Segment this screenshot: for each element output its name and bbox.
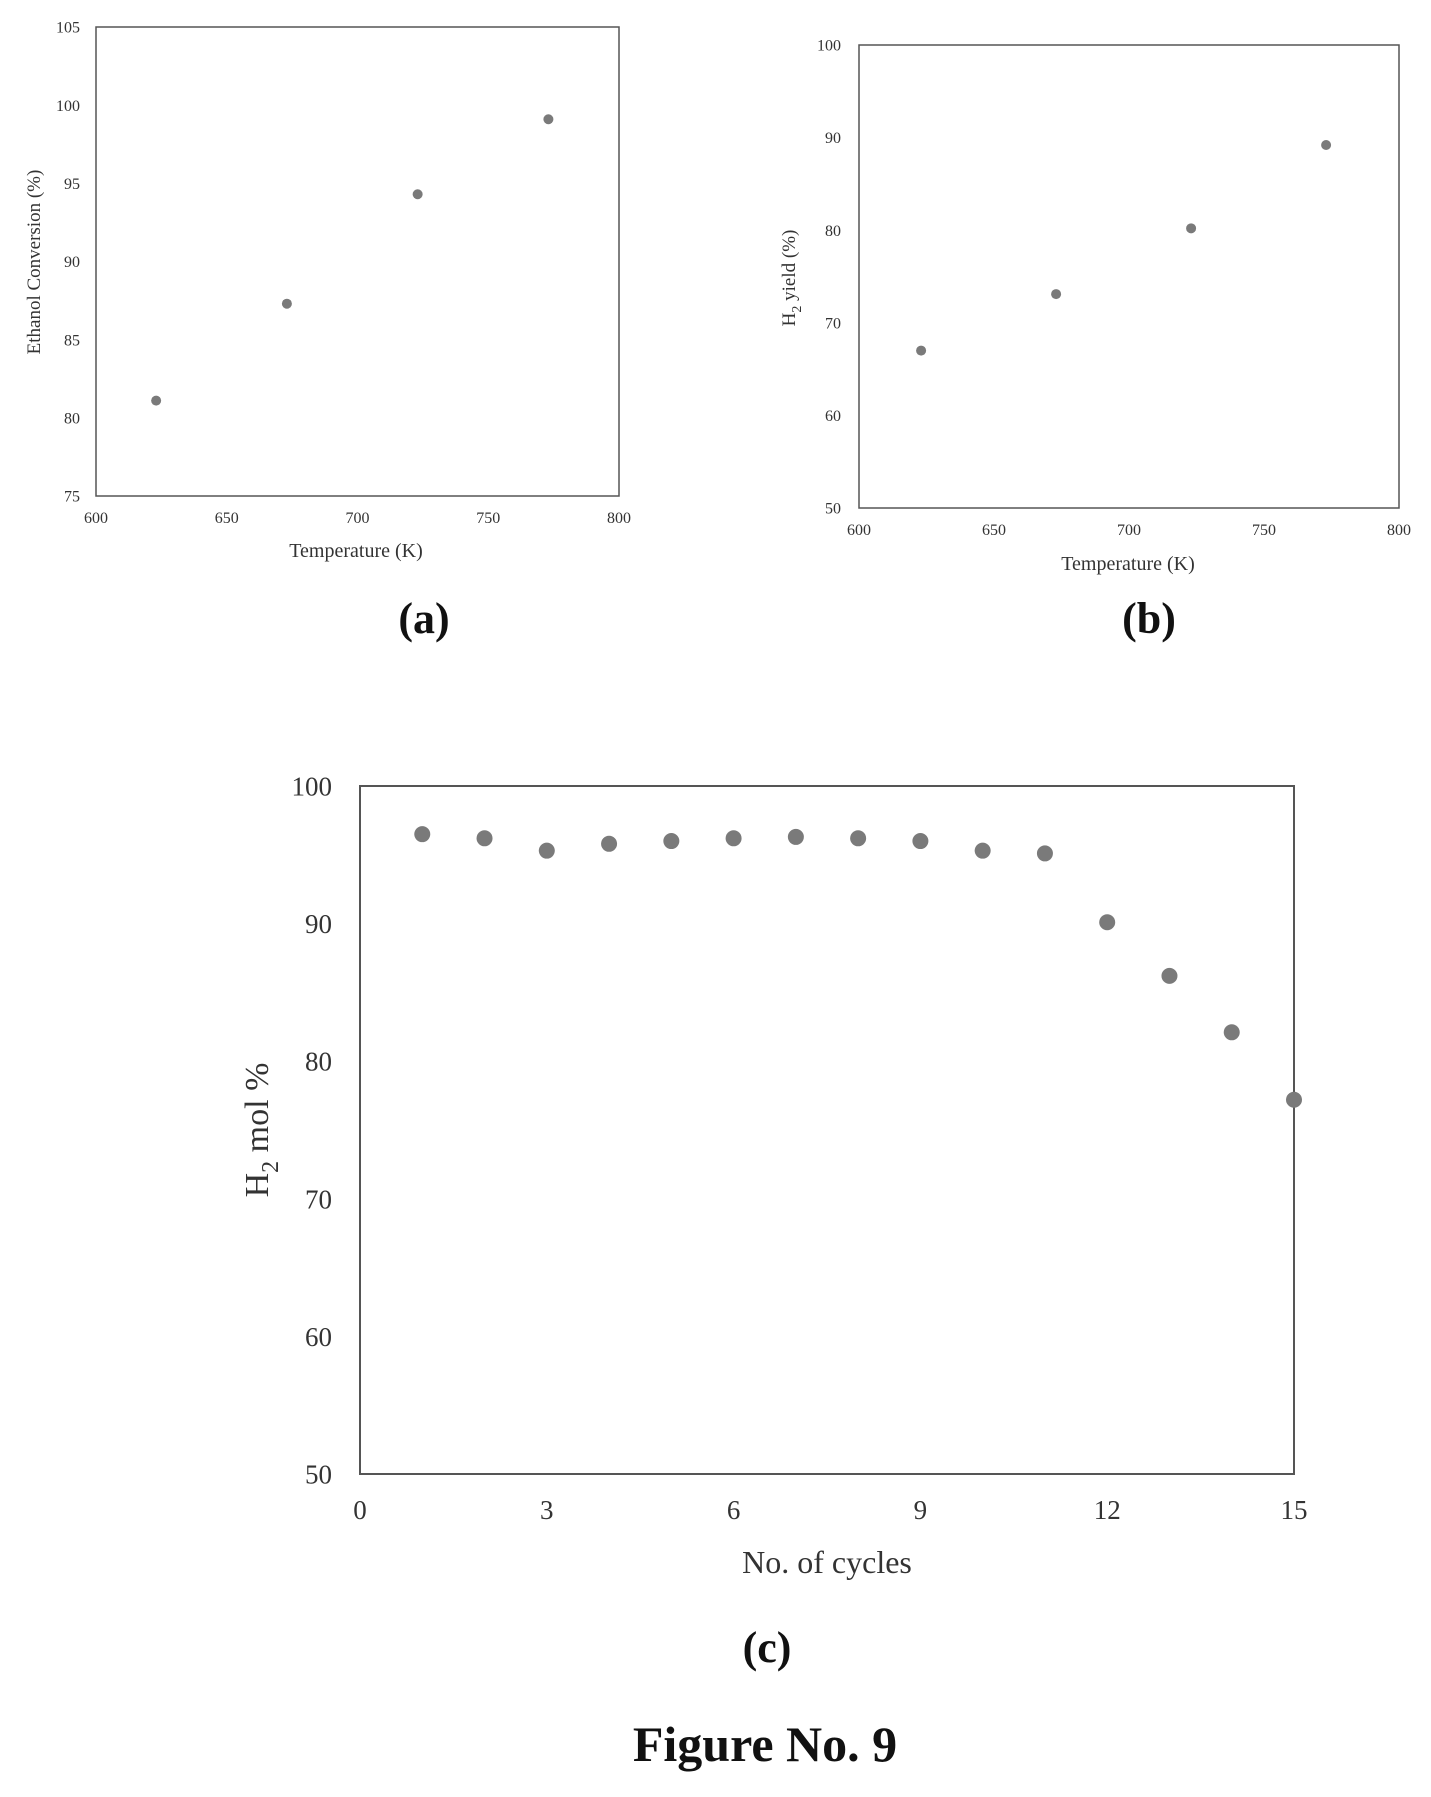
data-point-a [412,189,423,200]
axis-ticks-c: 0 3 6 9 12 15 50 60 70 80 90 100 [292,771,1308,1525]
x-axis-label-a: Temperature (K) [289,540,423,562]
x-tick-label-b: 650 [982,522,1006,539]
y-axis-label-b-main: H [779,312,800,326]
y-tick-label-a: 85 [64,332,80,349]
data-point-b [916,345,927,356]
x-tick-label-a: 700 [346,510,370,527]
y-axis-label-c-rest: mol % [239,1063,276,1161]
x-tick-label-b: 750 [1252,522,1276,539]
y-tick-label-a: 75 [64,489,80,506]
plot-area-c [359,785,1295,1475]
x-tick-label-c: 0 [353,1495,367,1525]
x-tick-label-b: 600 [847,522,871,539]
data-point-c [1099,914,1116,931]
x-axis-label-b: Temperature (K) [1061,553,1195,575]
y-axis-label-b: H2 yield (%) [779,230,805,327]
x-tick-label-a: 600 [84,510,108,527]
panel-label-a: (a) [398,594,450,643]
data-point-c [725,830,742,847]
x-axis-label-c: No. of cycles [742,1544,912,1580]
data-point-c [476,830,493,847]
data-point-c [850,830,867,847]
x-tick-label-c: 6 [727,1495,741,1525]
y-tick-label-b: 90 [825,130,841,147]
y-axis-label-c-subscript: 2 [258,1161,284,1173]
x-tick-label-b: 700 [1117,522,1141,539]
y-tick-label-a: 105 [56,20,80,37]
panel-label-c: (c) [742,1623,792,1672]
y-tick-label-b: 100 [817,38,841,55]
y-axis-label-b-subscript: 2 [790,306,805,313]
y-tick-label-a: 90 [64,254,80,271]
x-tick-label-c: 3 [540,1495,554,1525]
y-tick-label-b: 70 [825,315,841,332]
data-point-b [1186,223,1197,234]
y-tick-label-c: 60 [305,1322,332,1352]
data-point-c [601,835,618,852]
y-tick-label-a: 95 [64,176,80,193]
data-point-c [538,842,555,859]
y-tick-label-c: 80 [305,1047,332,1077]
axis-ticks-b: 600 650 700 750 800 50 60 70 80 90 100 [817,38,1411,539]
y-tick-label-c: 90 [305,909,332,939]
y-tick-label-a: 80 [64,410,80,427]
figure-caption: Figure No. 9 [632,1716,898,1772]
data-points-b [916,140,1332,356]
data-point-b [1321,140,1332,151]
chart-panel-a: 600 650 700 750 800 75 80 85 90 95 100 105 Temperat… [24,20,631,562]
y-axis-label-b-rest: yield (%) [779,230,800,306]
chart-panel-c: 0 3 6 9 12 15 50 60 70 80 90 100 No. of cycles H2 m… [239,771,1308,1580]
data-points-a [151,114,554,406]
x-tick-label-c: 15 [1281,1495,1308,1525]
y-axis-label-c-main: H [239,1173,276,1198]
data-point-c [974,842,991,859]
y-tick-label-c: 50 [305,1459,332,1489]
data-point-c [414,826,431,843]
data-points-c [414,826,1302,1108]
y-tick-label-c: 100 [292,771,333,801]
y-axis-label-a: Ethanol Conversion (%) [24,170,45,355]
x-tick-label-a: 800 [607,510,631,527]
y-tick-label-b: 50 [825,501,841,518]
y-tick-label-a: 100 [56,98,80,115]
data-point-a [543,114,554,125]
data-point-c [1036,845,1053,862]
x-tick-label-a: 650 [215,510,239,527]
panel-label-b: (b) [1122,594,1176,643]
data-point-c [1161,967,1178,984]
x-tick-label-c: 9 [914,1495,928,1525]
y-tick-label-c: 70 [305,1184,332,1214]
data-point-c [1286,1091,1302,1108]
data-point-c [1223,1024,1240,1041]
axis-ticks-a: 600 650 700 750 800 75 80 85 90 95 100 105 [56,20,631,527]
data-point-c [663,833,680,850]
data-point-c [787,828,804,845]
data-point-a [281,298,292,309]
plot-area-a [95,26,620,497]
data-point-b [1051,289,1062,300]
data-point-c [912,833,929,850]
data-point-a [151,395,162,406]
y-tick-label-b: 60 [825,408,841,425]
x-tick-label-a: 750 [476,510,500,527]
x-tick-label-b: 800 [1387,522,1411,539]
chart-panel-b: 600 650 700 750 800 50 60 70 80 90 100 Temperature… [779,38,1411,575]
y-axis-label-c: H2 mol % [239,1063,284,1198]
plot-area-b [858,44,1400,509]
x-tick-label-c: 12 [1094,1495,1121,1525]
y-tick-label-b: 80 [825,223,841,240]
